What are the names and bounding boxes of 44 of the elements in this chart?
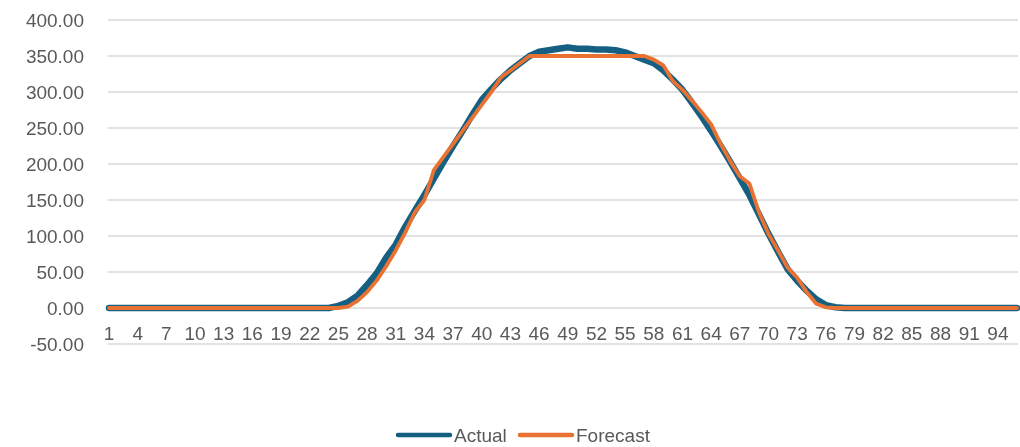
y-tick-label: 50.00 [36, 261, 84, 283]
y-tick-label: 250.00 [25, 117, 84, 139]
y-tick-label: 0.00 [47, 297, 84, 319]
y-tick-label: 200.00 [25, 153, 84, 175]
x-tick-label: 10 [184, 323, 206, 344]
x-tick-label: 31 [385, 323, 407, 344]
x-tick-label: 1 [103, 323, 115, 344]
x-tick-label: 46 [528, 323, 550, 344]
x-tick-label: 94 [987, 323, 1009, 344]
x-tick-label: 76 [815, 323, 837, 344]
x-tick-label: 34 [413, 323, 436, 344]
x-tick-label: 52 [585, 323, 608, 344]
x-tick-label: 22 [299, 323, 321, 344]
x-tick-label: 88 [929, 323, 952, 344]
x-tick-label: 82 [872, 323, 894, 344]
y-tick-label: 350.00 [25, 45, 84, 67]
x-tick-label: 4 [132, 323, 144, 344]
x-tick-label: 7 [161, 323, 172, 344]
x-tick-label: 28 [356, 323, 378, 344]
x-tick-label: 49 [557, 323, 579, 344]
y-tick-label: 300.00 [25, 81, 84, 103]
x-tick-label: 58 [643, 323, 665, 344]
x-tick-label: 37 [442, 323, 464, 344]
y-tick-label: -50.00 [30, 333, 84, 355]
x-tick-label: 70 [757, 323, 780, 344]
x-tick-label: 40 [471, 323, 493, 344]
x-tick-label: 13 [213, 323, 235, 344]
y-tick-label: 400.00 [25, 9, 84, 31]
legend-label: Actual [454, 424, 507, 446]
x-tick-label: 79 [843, 323, 866, 344]
x-tick-label: 85 [901, 323, 923, 344]
x-tick-label: 43 [499, 323, 521, 344]
x-tick-label: 67 [729, 323, 751, 344]
x-tick-label: 64 [700, 323, 723, 344]
y-tick-label: 100.00 [25, 225, 84, 247]
legend-label: Forecast [576, 424, 651, 446]
x-tick-label: 16 [241, 323, 263, 344]
y-tick-label: 150.00 [25, 189, 84, 211]
x-tick-label: 25 [327, 323, 349, 344]
x-tick-label: 55 [614, 323, 636, 344]
x-tick-label: 61 [671, 323, 694, 344]
x-tick-label: 73 [786, 323, 808, 344]
x-tick-label: 19 [270, 323, 292, 344]
x-tick-label: 91 [958, 323, 980, 344]
